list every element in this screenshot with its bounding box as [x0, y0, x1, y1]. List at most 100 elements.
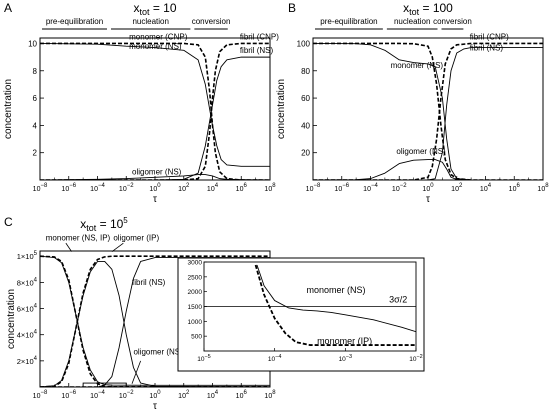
annotation-label: monomer (NS, IP) [46, 234, 111, 243]
inset-x-tick-exp: −2 [416, 354, 422, 360]
inset-x-tick-exp: −5 [204, 354, 210, 360]
inset-y-tick-label: 2500 [188, 274, 203, 281]
title-rest: = 10 [149, 1, 176, 15]
y-tick-exp: 4 [34, 330, 38, 336]
y-tick-mantissa: 2×10 [17, 357, 34, 366]
phase-label: pre-equilibration [46, 17, 103, 26]
inset-panel [177, 257, 425, 372]
leader-line [111, 242, 124, 252]
x-tick-exp: 2 [459, 183, 463, 189]
zoom-box [82, 382, 127, 388]
x-tick-exp: 6 [516, 183, 520, 189]
x-tick-label: 104 [207, 183, 219, 193]
x-tick-label: 104 [207, 390, 219, 400]
y-tick-label: 80 [301, 67, 310, 76]
x-tick-base: 10 [264, 186, 272, 193]
x-tick-exp: 6 [243, 183, 247, 189]
x-tick-label: 106 [509, 183, 521, 193]
title-main: x [80, 217, 86, 231]
x-tick-exp: −4 [371, 183, 379, 189]
x-tick-exp: −8 [313, 183, 321, 189]
y-axis-label: concentration [3, 79, 14, 139]
x-tick-base: 10 [306, 186, 314, 193]
annotation-label: fibril (CNP) [470, 32, 509, 41]
x-axis-label: τ [153, 401, 157, 412]
x-tick-base: 10 [480, 186, 488, 193]
inset-y-tick-label: 1500 [188, 304, 203, 311]
x-tick-exp: −4 [98, 390, 106, 396]
series-monomer-ns- [40, 43, 270, 167]
annotation-label: fibril (NS) [470, 43, 504, 52]
title-rest: = 100 [419, 1, 453, 15]
inset-x-tick-base: 10 [409, 356, 417, 363]
inset: 10−5 10−4 10−3 10−250010001500200025003000m… [177, 257, 425, 372]
y-tick-mantissa: 1×10 [17, 252, 34, 261]
x-tick-exp: −6 [69, 183, 77, 189]
annotation-label: oligomer (NS) [133, 347, 183, 356]
series-monomer-cnp- [40, 42, 270, 180]
x-tick-label: 108 [264, 183, 276, 193]
x-tick-exp: 4 [488, 183, 492, 189]
inset-y-tick-label: 500 [191, 334, 202, 341]
x-tick-label: 10−8 [33, 183, 48, 193]
x-tick-exp: −8 [40, 390, 48, 396]
title-subscript: tot [86, 223, 97, 233]
x-tick-base: 10 [61, 186, 69, 193]
x-tick-base: 10 [119, 186, 127, 193]
panel-label: B [288, 1, 296, 15]
x-tick-label: 10−6 [334, 183, 349, 193]
phase-label: nucleation [132, 17, 168, 26]
leader-line [65, 242, 72, 252]
inset-y-tick-label: 1000 [188, 319, 203, 326]
series-oligomer-ip- [40, 255, 270, 387]
title-subscript: tot [409, 7, 420, 17]
x-tick-base: 10 [264, 393, 272, 400]
x-tick-label: 102 [178, 183, 190, 193]
y-tick-label: 20 [301, 149, 310, 158]
phase-label: conversion [433, 17, 472, 26]
series-monomer-ns- [313, 43, 543, 180]
annotation-label: monomer (NS) [391, 61, 444, 70]
x-tick-label: 100 [149, 183, 161, 193]
x-tick-label: 108 [537, 183, 549, 193]
x-tick-label: 10−4 [363, 183, 378, 193]
x-tick-exp: 2 [186, 183, 190, 189]
annotation-label: oligomer (NS) [396, 147, 446, 156]
x-tick-exp: 6 [243, 390, 247, 396]
x-tick-label: 102 [178, 390, 190, 400]
y-tick-mantissa: 4×10 [17, 331, 34, 340]
x-tick-label: 10−2 [119, 390, 134, 400]
x-tick-label: 10−6 [61, 390, 76, 400]
inset-series-monomer-ip- [254, 264, 416, 346]
x-tick-exp: −6 [342, 183, 350, 189]
chart-title: xtot = 100 [403, 1, 453, 17]
y-axis-label: concentration [276, 79, 287, 139]
annotation-label: oligomer (IP) [113, 234, 159, 243]
y-tick-mantissa: 8×10 [17, 278, 34, 287]
x-tick-label: 10−2 [392, 183, 407, 193]
annotation-label: monomer (CNP) [129, 32, 188, 41]
x-tick-exp: 0 [157, 390, 161, 396]
plot-frame [39, 37, 271, 181]
plot-frame [312, 37, 544, 181]
panel-label: C [4, 215, 13, 229]
series-group [313, 42, 543, 180]
phase-label: pre-equilibration [320, 17, 377, 26]
x-tick-label: 104 [480, 183, 492, 193]
inset-y-tick-label: 2000 [188, 289, 203, 296]
y-tick-label: 2×104 [17, 356, 38, 366]
y-tick-label: 4×104 [17, 330, 38, 340]
x-tick-exp: −4 [98, 183, 106, 189]
x-tick-base: 10 [451, 186, 459, 193]
leader-line [131, 360, 141, 384]
y-axis-label: concentration [6, 289, 17, 349]
inset-series-monomer-ns- [256, 264, 416, 333]
x-tick-exp: 8 [272, 183, 276, 189]
title-main: x [403, 1, 409, 15]
series-monomer-cnp- [313, 42, 543, 180]
inset-y-tick-label: 3000 [188, 260, 203, 267]
inset-annotation-label: monomer (IP) [317, 336, 372, 346]
series-fibril-ns- [40, 257, 270, 387]
y-tick-exp: 4 [34, 356, 38, 362]
